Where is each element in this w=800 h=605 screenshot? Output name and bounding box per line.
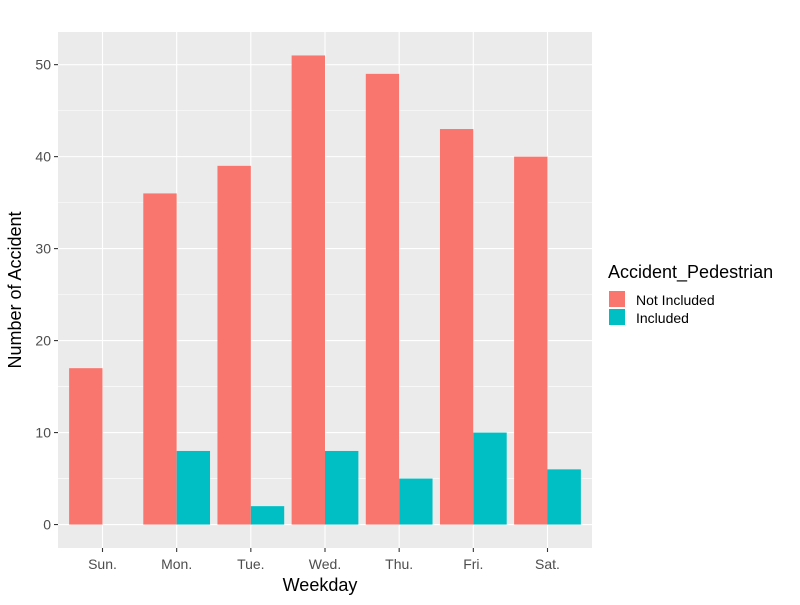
bar-included xyxy=(325,450,359,525)
bar-not-included xyxy=(217,165,251,525)
legend-key xyxy=(609,291,625,307)
legend-title: Accident_Pedestrian xyxy=(608,262,773,283)
legend-label: Included xyxy=(636,310,689,326)
bar-not-included xyxy=(514,156,548,525)
y-tick-label: 50 xyxy=(35,57,51,73)
y-tick-label: 40 xyxy=(35,149,51,165)
x-tick-label: Sat. xyxy=(535,556,560,572)
legend-key xyxy=(609,309,625,325)
bar-included xyxy=(250,506,285,525)
bar-not-included xyxy=(69,368,103,525)
bar-included xyxy=(399,478,433,525)
bars xyxy=(69,55,581,525)
y-tick-label: 30 xyxy=(35,241,51,257)
x-tick-label: Sun. xyxy=(88,556,117,572)
x-tick-label: Mon. xyxy=(161,556,192,572)
x-axis-title: Weekday xyxy=(283,575,358,595)
y-tick-label: 20 xyxy=(35,333,51,349)
x-tick-label: Fri. xyxy=(463,556,483,572)
bar-not-included xyxy=(143,193,177,525)
bar-not-included xyxy=(365,73,400,525)
y-axis-title: Number of Accident xyxy=(5,211,25,368)
bar-included xyxy=(176,450,211,525)
bar-included xyxy=(547,469,581,525)
x-tick-label: Wed. xyxy=(309,556,341,572)
bar-not-included xyxy=(291,55,325,525)
x-tick-label: Tue. xyxy=(237,556,265,572)
y-tick-label: 10 xyxy=(35,425,51,441)
axes: 0 10 20 30 40 50 Sun. Mon. Tue. Wed. Thu. Fri. Sat. xyxy=(35,57,560,572)
bar-included xyxy=(473,432,507,525)
legend: Accident_Pedestrian Not Included Included xyxy=(608,262,773,326)
legend-label: Not Included xyxy=(636,292,715,308)
x-tick-label: Thu. xyxy=(385,556,413,572)
bar-not-included xyxy=(439,129,474,525)
y-tick-label: 0 xyxy=(43,517,51,533)
